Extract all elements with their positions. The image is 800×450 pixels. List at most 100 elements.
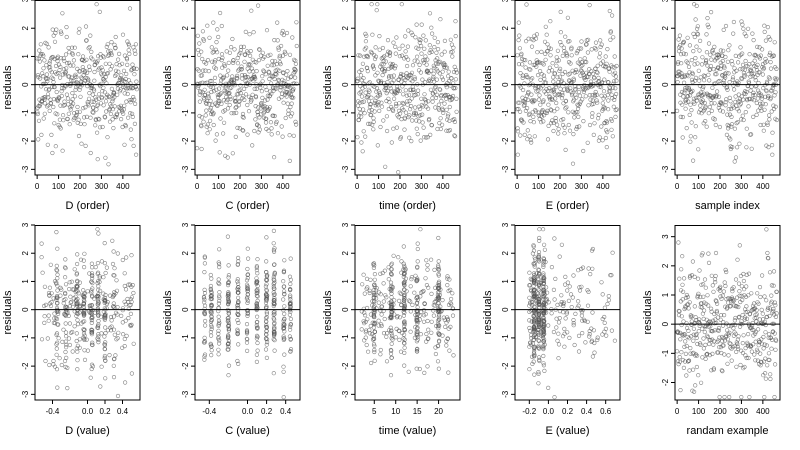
residual-point [767,357,772,363]
residual-point [64,92,69,97]
residual-point [51,358,56,364]
residual-point [440,298,445,303]
residual-point [227,102,232,108]
residual-point [684,343,689,349]
residual-point [389,304,394,310]
y-tick-label: 0 [181,307,190,312]
x-axis-label: time (value) [379,425,436,437]
residual-point [754,112,759,117]
residual-point [49,300,54,305]
residual-point [374,306,379,311]
residual-point [753,53,759,58]
residual-point [441,62,446,67]
residual-point [379,323,384,329]
residual-point [706,260,712,266]
residual-point [763,330,768,335]
residual-point [360,149,365,154]
residual-point [225,316,230,321]
residual-point [364,328,369,333]
residual-point [36,56,41,61]
residual-point [686,358,692,363]
residual-point [719,102,724,107]
residual-point [704,333,710,338]
residual-point [51,104,56,110]
residual-point [245,272,250,278]
residual-point [243,79,248,84]
residual-point [402,337,407,342]
residual-point [765,250,770,256]
residual-point [67,74,72,79]
residual-point [255,348,260,353]
residual-point [365,53,370,59]
residual-point [744,284,749,289]
residual-point [520,75,525,80]
residual-point [396,114,401,120]
residual-point [271,371,276,376]
residual-point [82,327,87,332]
residual-point [448,83,453,88]
residual-point [577,288,583,293]
residual-point [529,336,534,341]
residual-point [571,78,577,83]
residual-point [706,111,711,116]
residual-point [214,39,219,45]
residual-point [361,129,366,134]
residual-point [701,294,706,299]
residual-point [122,271,127,276]
residual-point [107,61,112,66]
residual-point [126,316,131,321]
residual-point [429,330,434,335]
residual-point [537,68,543,74]
residual-point [226,333,231,338]
residual-point [249,66,255,71]
residual-point [434,77,439,82]
residual-point [108,48,113,53]
residual-point [209,353,214,358]
residual-point [740,113,745,118]
residual-point [605,301,610,307]
residual-point [372,283,377,288]
residual-point [771,269,777,274]
plot-frame [194,0,301,176]
residual-point [571,273,576,278]
residual-point [397,329,402,334]
residual-point [54,27,59,32]
residual-point [131,341,136,346]
residual-point [120,32,126,37]
residual-point [398,111,403,116]
residual-point [402,307,407,312]
residual-point [569,305,574,310]
residual-point [91,110,96,115]
residual-point [207,102,212,107]
residual-point [75,358,80,363]
residual-point [121,111,126,116]
residual-point [213,138,218,143]
residual-point [737,99,742,104]
residual-point [289,101,294,106]
residual-point [522,132,527,137]
residual-point [254,307,259,312]
residual-point [63,345,69,350]
residual-point [529,354,535,359]
y-axis-label: residuals [162,65,174,110]
residual-point [226,275,231,280]
residual-point [261,68,266,73]
residual-point [522,81,527,86]
residual-point [201,294,207,300]
residual-point [688,346,693,351]
residual-point [734,349,739,355]
residual-point [536,370,541,375]
residual-point [752,331,758,336]
y-tick-label: -1 [181,109,190,117]
residual-point [531,243,536,248]
residual-point [214,87,219,92]
residual-point [409,277,414,282]
residual-point [450,306,456,311]
residual-point [70,52,75,57]
residual-point [54,346,59,351]
residual-point [96,92,102,97]
residual-point [703,118,708,124]
residual-point [268,120,274,125]
residual-point [284,94,289,99]
